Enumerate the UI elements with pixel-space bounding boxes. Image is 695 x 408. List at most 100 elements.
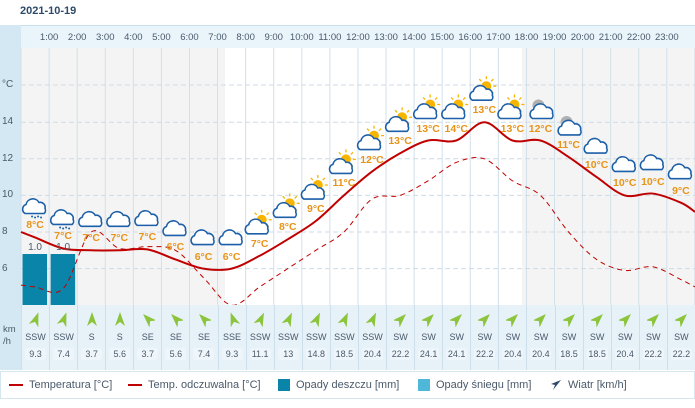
rain-drop xyxy=(65,226,68,229)
cloud-shape xyxy=(328,158,354,175)
hour-label: 1:00 xyxy=(39,32,59,43)
rain-drop xyxy=(31,215,34,218)
date-title: 2021-10-19 xyxy=(20,5,77,17)
temp-label: 7°C xyxy=(110,232,129,245)
wind-arrow-icon xyxy=(281,312,292,327)
hour-label: 19:00 xyxy=(542,32,567,43)
rain-bar xyxy=(22,254,48,305)
cloud-icon xyxy=(218,229,243,246)
wind-speed: 7.4 xyxy=(193,348,215,360)
wind-arrow-icon xyxy=(29,312,39,327)
wind-arrow-icon xyxy=(534,314,547,327)
cloud-icon xyxy=(639,154,665,171)
weather-chart xyxy=(20,48,695,306)
cloud-icon xyxy=(162,220,187,237)
cloud-shape xyxy=(667,163,693,180)
wind-direction: SE xyxy=(197,332,210,342)
temp-label: 13°C xyxy=(388,135,412,148)
wind-direction: SE xyxy=(141,332,154,342)
cloud-shape xyxy=(412,103,438,120)
temp-label: 10°C xyxy=(641,175,665,188)
wind-arrow-icon xyxy=(551,380,561,390)
hour-label: 16:00 xyxy=(458,32,483,43)
wind-arrow-icon xyxy=(115,312,126,326)
cloud-shape xyxy=(469,84,494,101)
sun-ray xyxy=(394,109,398,113)
sun-cloud-icon xyxy=(356,125,384,151)
rain-label: 1.0 xyxy=(56,242,71,253)
rain-drop xyxy=(34,216,37,219)
wind-speed: 20.4 xyxy=(361,348,383,360)
sun-ray xyxy=(450,96,454,101)
hour-label: 5:00 xyxy=(152,32,171,43)
sun-ray xyxy=(434,96,438,101)
hour-label: 22:00 xyxy=(626,32,651,43)
wind-cell: SW 24.1 xyxy=(414,305,442,370)
temp-label: 9°C xyxy=(307,203,325,216)
wind-speed: 5.6 xyxy=(165,348,187,360)
wind-speed: 18.5 xyxy=(558,348,580,360)
wind-arrow-icon xyxy=(365,312,376,327)
wind-cell: SW 24.1 xyxy=(442,305,470,370)
wind-arrow-icon xyxy=(199,314,212,327)
hour-label: 12:00 xyxy=(346,32,370,43)
sun-ray xyxy=(254,212,258,216)
hour-label: 18:00 xyxy=(514,32,539,43)
legend-feels[interactable]: Temp. odczuwalna [°C] xyxy=(128,379,261,391)
wind-unit: km/h xyxy=(3,324,16,347)
sun-ray xyxy=(378,128,382,132)
cloud-shape xyxy=(272,201,297,219)
wind-direction: SW xyxy=(589,332,605,342)
cloud-shape xyxy=(557,119,582,136)
wind-cell: SW 20.4 xyxy=(610,305,639,370)
wind-speed: 22.2 xyxy=(390,348,412,360)
wind-direction: SSW xyxy=(249,332,271,342)
rain-swatch xyxy=(278,379,290,391)
wind-direction: SW xyxy=(505,332,521,342)
wind-cell: SSE 9.3 xyxy=(217,305,246,370)
hour-label: 2:00 xyxy=(67,32,87,43)
rain-cloud-icon xyxy=(49,209,75,230)
y-tick-label: 10 xyxy=(2,189,14,201)
y-tick-label: 12 xyxy=(2,152,14,164)
hour-label: 23:00 xyxy=(654,32,679,43)
legend-temp[interactable]: Temperatura [°C] xyxy=(9,379,112,391)
legend: Temperatura [°C] Temp. odczuwalna [°C] O… xyxy=(0,371,695,399)
snow-swatch xyxy=(418,379,430,391)
y-unit: °C xyxy=(2,79,14,90)
wind-cell: S 3.7 xyxy=(77,305,105,370)
hour-label: 4:00 xyxy=(124,32,143,43)
wind-cell: SSW 20.4 xyxy=(357,305,386,370)
rain-drop xyxy=(68,227,71,230)
y-tick-label: 6 xyxy=(2,262,8,274)
cloud-shape xyxy=(300,183,326,200)
cloud-icon xyxy=(78,210,103,228)
wind-row: SSW 9.3 SSW 7.4 S 3.7 S 5.6 SE 3.7 SE 5.6 SE 7.4 SSE 9.… xyxy=(21,305,695,370)
wind-cell: SW 22.2 xyxy=(638,305,667,370)
temp-label: 12°C xyxy=(360,153,384,166)
temp-label: 13°C xyxy=(472,104,497,117)
moon-cloud-icon xyxy=(557,115,582,136)
wind-arrow-icon xyxy=(422,314,435,327)
cloud-shape xyxy=(106,210,131,228)
temp-label: 13°C xyxy=(500,122,525,135)
wind-direction: SSW xyxy=(362,332,383,342)
legend-wind[interactable]: Wiatr [km/h] xyxy=(550,379,627,391)
wind-speed: 5.6 xyxy=(109,348,131,360)
sun-ray xyxy=(478,78,482,82)
wind-arrow-icon xyxy=(562,314,575,327)
wind-arrow-icon xyxy=(143,314,156,327)
temp-line-swatch xyxy=(9,384,23,386)
wind-speed: 24.1 xyxy=(418,348,440,360)
cloud-icon xyxy=(667,163,693,180)
wind-cell: SW 22.2 xyxy=(386,305,414,370)
wind-cell: SW 18.5 xyxy=(582,305,611,370)
wind-arrow-icon xyxy=(478,314,491,327)
legend-rain[interactable]: Opady deszczu [mm] xyxy=(278,379,399,391)
sun-cloud-icon xyxy=(441,94,469,120)
wind-direction: SW xyxy=(646,332,661,342)
y-axis-panel xyxy=(0,25,21,370)
legend-snow[interactable]: Opady śniegu [mm] xyxy=(418,379,531,391)
wind-direction: SW xyxy=(533,332,549,342)
rain-drop xyxy=(62,227,65,230)
